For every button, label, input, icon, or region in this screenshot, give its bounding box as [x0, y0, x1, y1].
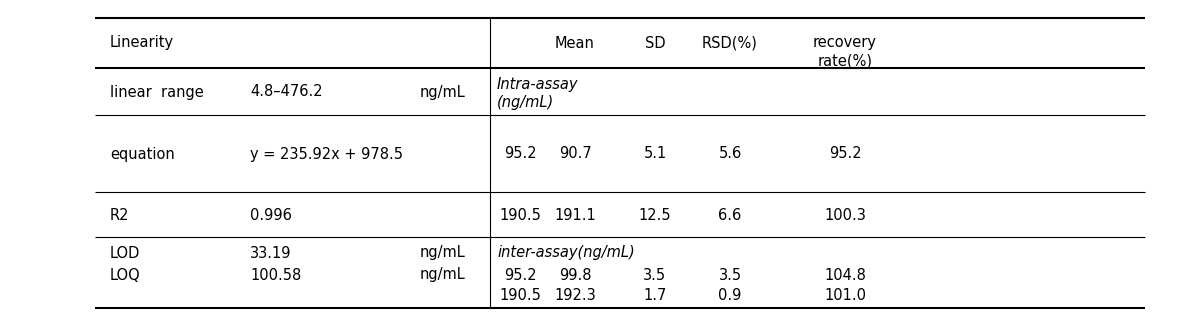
Text: 95.2: 95.2 — [503, 147, 537, 162]
Text: ng/mL: ng/mL — [420, 245, 465, 260]
Text: ng/mL: ng/mL — [420, 84, 465, 100]
Text: 190.5: 190.5 — [499, 207, 541, 222]
Text: 33.19: 33.19 — [250, 245, 292, 260]
Text: 3.5: 3.5 — [644, 268, 666, 283]
Text: linear  range: linear range — [109, 84, 203, 100]
Text: SD: SD — [645, 36, 665, 51]
Text: 12.5: 12.5 — [639, 207, 671, 222]
Text: 1.7: 1.7 — [644, 287, 666, 302]
Text: y = 235.92x + 978.5: y = 235.92x + 978.5 — [250, 147, 403, 162]
Text: LOD: LOD — [109, 245, 140, 260]
Text: 5.6: 5.6 — [719, 147, 741, 162]
Text: Mean: Mean — [555, 36, 595, 51]
Text: inter-assay(ng/mL): inter-assay(ng/mL) — [497, 245, 634, 260]
Text: 0.9: 0.9 — [719, 287, 741, 302]
Text: 100.3: 100.3 — [823, 207, 866, 222]
Text: 100.58: 100.58 — [250, 268, 301, 283]
Text: R2: R2 — [109, 207, 130, 222]
Text: 90.7: 90.7 — [558, 147, 591, 162]
Text: Linearity: Linearity — [109, 36, 174, 51]
Text: 4.8–476.2: 4.8–476.2 — [250, 84, 322, 100]
Text: LOQ: LOQ — [109, 268, 140, 283]
Text: 191.1: 191.1 — [555, 207, 596, 222]
Text: RSD(%): RSD(%) — [702, 36, 758, 51]
Text: rate(%): rate(%) — [818, 53, 872, 68]
Text: 104.8: 104.8 — [823, 268, 866, 283]
Text: 6.6: 6.6 — [719, 207, 741, 222]
Text: Intra-assay: Intra-assay — [497, 76, 578, 92]
Text: 99.8: 99.8 — [559, 268, 591, 283]
Text: 0.996: 0.996 — [250, 207, 292, 222]
Text: ng/mL: ng/mL — [420, 268, 465, 283]
Text: 192.3: 192.3 — [555, 287, 596, 302]
Text: 3.5: 3.5 — [719, 268, 741, 283]
Text: equation: equation — [109, 147, 175, 162]
Text: 95.2: 95.2 — [828, 147, 862, 162]
Text: 5.1: 5.1 — [644, 147, 666, 162]
Text: 190.5: 190.5 — [499, 287, 541, 302]
Text: recovery: recovery — [813, 36, 877, 51]
Text: 101.0: 101.0 — [823, 287, 866, 302]
Text: (ng/mL): (ng/mL) — [497, 94, 555, 109]
Text: 95.2: 95.2 — [503, 268, 537, 283]
